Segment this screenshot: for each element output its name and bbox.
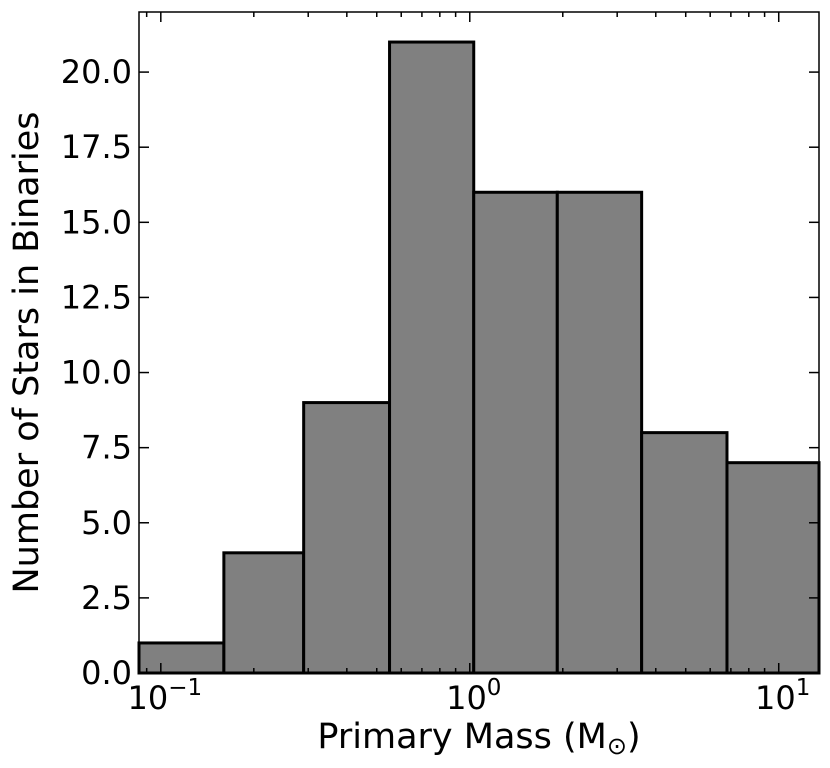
histogram-bar xyxy=(388,40,476,675)
plot-frame xyxy=(138,11,820,674)
x-axis-label-subscript: ⊙ xyxy=(607,732,627,760)
y-tick-label: 2.5 xyxy=(81,579,132,617)
histogram-bar xyxy=(472,190,559,675)
y-axis-label: Number of Stars in Binaries xyxy=(7,111,47,593)
histogram-bar xyxy=(222,551,306,675)
y-tick-label: 7.5 xyxy=(81,429,132,467)
histogram-bar xyxy=(640,431,729,675)
y-tick-label: 10.0 xyxy=(61,354,132,392)
x-axis-label-suffix: ) xyxy=(627,717,641,757)
x-tick-label: 10−1 xyxy=(127,675,202,717)
bars-group xyxy=(137,40,821,675)
y-tick-label: 0.0 xyxy=(81,654,132,692)
x-axis-label-main: Primary Mass (M xyxy=(317,717,606,757)
histogram-bar xyxy=(555,190,644,675)
tick-labels-group: 0.0 2.5 5.0 7.5 10.0 12.5 15.0 17.5 20.0 10−1 100 1… xyxy=(61,53,811,717)
histogram-bar xyxy=(302,401,392,675)
y-tick-label: 15.0 xyxy=(61,203,132,241)
x-tick-label: 101 xyxy=(755,675,810,717)
x-tick-label: 100 xyxy=(446,675,501,717)
y-tick-label: 20.0 xyxy=(61,53,132,91)
y-tick-label: 12.5 xyxy=(61,278,132,316)
y-tick-label: 5.0 xyxy=(81,504,132,542)
x-axis-label: Primary Mass (M⊙) xyxy=(317,717,640,760)
ticks-group xyxy=(139,12,819,674)
histogram-bar xyxy=(725,461,821,675)
histogram-bar xyxy=(137,641,226,675)
y-tick-label: 17.5 xyxy=(61,128,132,166)
